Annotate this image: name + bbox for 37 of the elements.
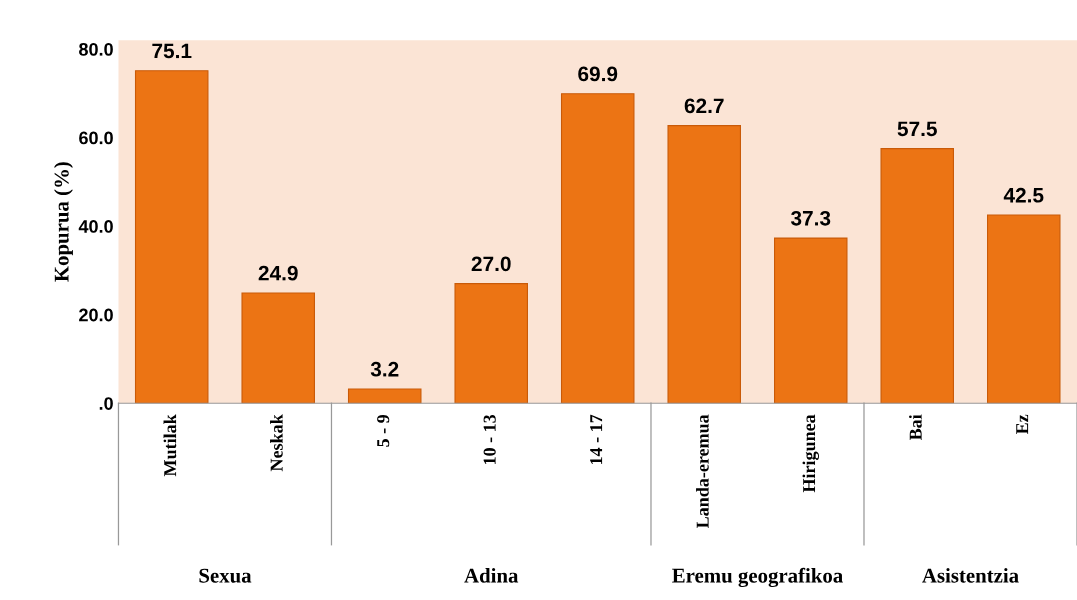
data-label: 27.0 — [471, 256, 511, 272]
bar — [134, 70, 209, 404]
x-tick-label: Landa-eremua — [696, 414, 709, 529]
data-label: 62.7 — [684, 98, 724, 114]
data-label: 42.5 — [1003, 187, 1044, 203]
bar — [667, 125, 742, 404]
bar — [773, 237, 848, 404]
y-tick-label: 20.0 — [79, 308, 113, 322]
y-tick-label: 60.0 — [79, 131, 113, 145]
x-tick-label: Bai — [909, 414, 922, 441]
x-tick-label: Mutilak — [163, 414, 177, 477]
text: Sexua — [199, 568, 252, 583]
y-tick-label: 40.0 — [78, 220, 113, 233]
text: Eremu geografikoa — [672, 567, 843, 588]
data-label: 75.1 — [152, 43, 192, 59]
bar — [347, 388, 422, 404]
text: Asistentzia — [922, 567, 1019, 583]
bar — [454, 283, 528, 404]
y-tick-label: 80.0 — [79, 42, 113, 56]
bar — [986, 214, 1061, 404]
x-tick-label: 10 - 13 — [483, 414, 496, 465]
data-label: 24.9 — [258, 265, 298, 281]
bar — [560, 93, 635, 404]
bar — [241, 292, 315, 404]
data-label: 57.5 — [897, 121, 937, 137]
x-tick-label: Hirigunea — [802, 414, 819, 493]
text: Adina — [464, 567, 519, 583]
x-tick-label: 14 - 17 — [590, 414, 603, 465]
data-label: 37.3 — [790, 210, 831, 226]
x-tick-label: Neskak — [270, 414, 283, 472]
x-tick-label: 5 - 9 — [377, 414, 390, 447]
data-label: 69.9 — [578, 66, 618, 82]
x-tick-label: Ez — [1016, 414, 1029, 435]
bar — [880, 148, 955, 404]
y-axis-title: Kopurua (%) — [54, 162, 73, 282]
y-tick-label: .0 — [99, 397, 113, 410]
data-label: 3.2 — [370, 361, 399, 377]
